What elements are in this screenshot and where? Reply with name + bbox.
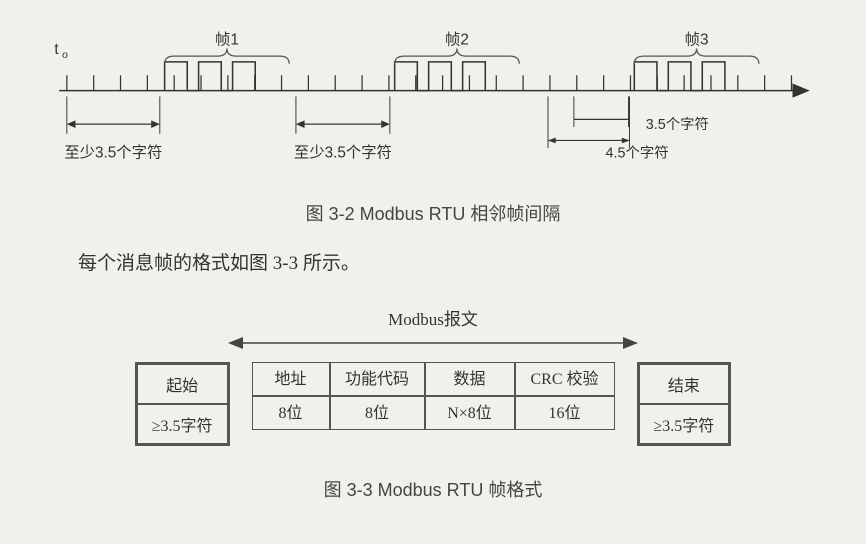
start-header: 起始: [137, 364, 228, 404]
mid-header-1: 功能代码: [330, 362, 425, 396]
mid-col-3: CRC 校验16位: [515, 362, 615, 446]
modbus-arrow-svg: [223, 336, 643, 350]
modbus-label-row: Modbus报文: [80, 305, 786, 330]
caption-fig-3-3: 图 3-3 Modbus RTU 帧格式: [40, 476, 826, 502]
svg-text:o: o: [62, 49, 68, 61]
modbus-arrow-row: [80, 336, 786, 350]
mid-col-0: 地址8位: [252, 362, 330, 446]
start-box: 起始 ≥3.5字符: [135, 362, 230, 446]
timing-diagram: to 帧1 帧2 帧3 至少3.5个字符 至少3.5个字符 3.5个字符 4.5个字符: [40, 20, 826, 190]
mid-col-1: 功能代码8位: [330, 362, 425, 446]
mid-header-2: 数据: [425, 362, 515, 396]
end-box: 结束 ≥3.5字符: [637, 362, 732, 446]
mid-value-1: 8位: [330, 396, 425, 430]
mid-value-0: 8位: [252, 396, 330, 430]
timing-svg: to 帧1 帧2 帧3 至少3.5个字符 至少3.5个字符 3.5个字符 4.5个字符: [40, 20, 826, 190]
modbus-label: Modbus报文: [388, 305, 478, 330]
start-value: ≥3.5字符: [137, 404, 228, 444]
mid-value-2: N×8位: [425, 396, 515, 430]
svg-text:3.5个字符: 3.5个字符: [646, 116, 709, 133]
mid-col-2: 数据N×8位: [425, 362, 515, 446]
svg-text:帧1: 帧1: [215, 32, 239, 49]
svg-text:t: t: [54, 41, 59, 58]
mid-value-3: 16位: [515, 396, 615, 430]
svg-text:至少3.5个字符: 至少3.5个字符: [64, 145, 162, 162]
svg-text:4.5个字符: 4.5个字符: [606, 145, 669, 162]
mid-header-0: 地址: [252, 362, 330, 396]
body-paragraph: 每个消息帧的格式如图 3-3 所示。: [40, 248, 826, 275]
end-value: ≥3.5字符: [639, 404, 730, 444]
svg-text:帧2: 帧2: [445, 32, 469, 49]
mid-header-3: CRC 校验: [515, 362, 615, 396]
svg-text:至少3.5个字符: 至少3.5个字符: [294, 145, 392, 162]
mid-boxes: 地址8位功能代码8位数据N×8位CRC 校验16位: [252, 362, 615, 446]
frame-format-diagram: Modbus报文 起始 ≥3.5字符 地址8位功能代码8位数据N×8位CRC 校…: [80, 305, 786, 446]
end-header: 结束: [639, 364, 730, 404]
caption-fig-3-2: 图 3-2 Modbus RTU 相邻帧间隔: [40, 200, 826, 226]
svg-text:帧3: 帧3: [685, 32, 709, 49]
frame-boxes: 起始 ≥3.5字符 地址8位功能代码8位数据N×8位CRC 校验16位 结束 ≥…: [80, 362, 786, 446]
